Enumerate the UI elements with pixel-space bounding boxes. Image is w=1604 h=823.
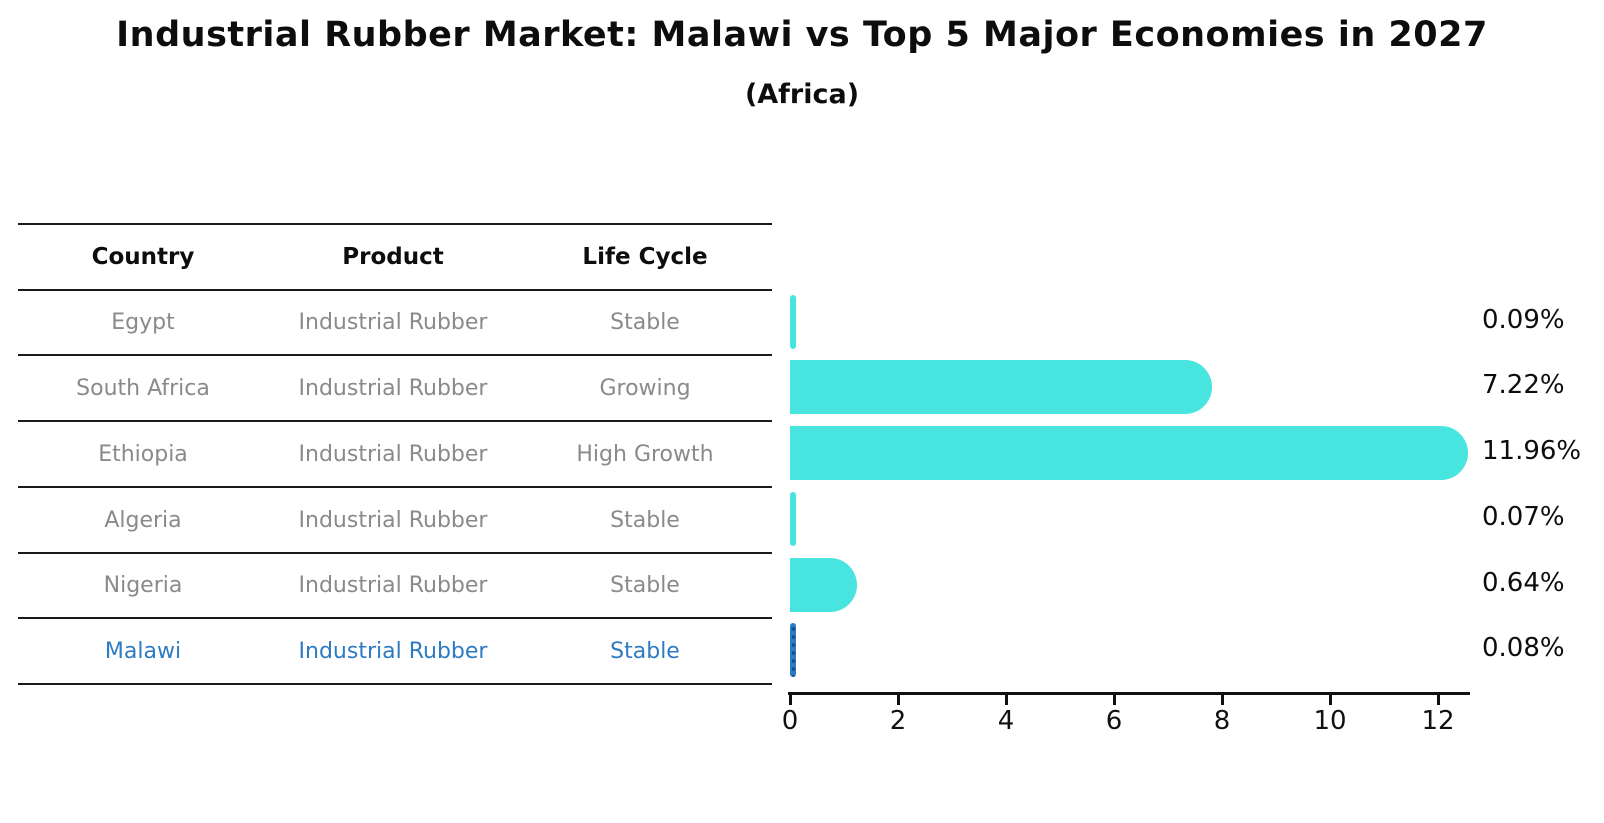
x-axis-line — [788, 692, 1470, 695]
x-tick-label: 2 — [889, 706, 907, 736]
x-tick-label: 6 — [1105, 706, 1123, 736]
bar-value-label-south-africa: 7.22% — [1482, 370, 1565, 400]
cell-lifecycle: High Growth — [576, 441, 714, 467]
x-tick — [1220, 695, 1224, 705]
bar-value-label-egypt: 0.09% — [1482, 304, 1565, 335]
x-tick-label: 4 — [997, 706, 1015, 736]
bar-value-label-algeria: 0.07% — [1482, 502, 1565, 532]
x-tick — [788, 695, 792, 705]
cell-country: Algeria — [104, 507, 182, 533]
x-tick-label: 0 — [781, 706, 799, 736]
bar-ethiopia — [790, 426, 1468, 480]
table-header-country: Country — [91, 244, 195, 270]
cell-country: Nigeria — [103, 573, 183, 598]
table-bottom-line — [18, 683, 772, 685]
cell-product: Industrial Rubber — [298, 375, 488, 401]
table-row-south-africa: South Africa Industrial Rubber Growing — [18, 354, 772, 420]
cell-country: Malawi — [104, 638, 182, 664]
cell-country: South Africa — [76, 375, 210, 401]
x-tick — [1436, 695, 1440, 705]
x-tick — [1328, 695, 1332, 705]
bar-malawi — [790, 623, 796, 677]
table-header-row: Country Product Life Cycle — [18, 223, 772, 289]
cell-product: Industrial Rubber — [298, 441, 488, 467]
bar-south-africa — [790, 360, 1212, 414]
cell-country: Egypt — [111, 310, 175, 335]
table-header-lifecycle: Life Cycle — [582, 244, 708, 270]
cell-product: Industrial Rubber — [298, 310, 488, 335]
cell-lifecycle: Stable — [610, 310, 680, 335]
bar-value-label-nigeria: 0.64% — [1482, 567, 1565, 598]
x-tick — [1112, 695, 1116, 705]
cell-product: Industrial Rubber — [298, 507, 488, 533]
table-row-egypt: Egypt Industrial Rubber Stable — [18, 289, 772, 354]
chart-title: Industrial Rubber Market: Malawi vs Top … — [116, 15, 1488, 55]
bar-value-label-ethiopia: 11.96% — [1482, 436, 1582, 466]
table-header-product: Product — [342, 244, 444, 270]
bar-nigeria — [790, 557, 857, 612]
cell-product: Industrial Rubber — [298, 573, 488, 598]
table-row-algeria: Algeria Industrial Rubber Stable — [18, 486, 772, 552]
table-row-ethiopia: Ethiopia Industrial Rubber High Growth — [18, 420, 772, 486]
bar-value-label-malawi: 0.08% — [1482, 633, 1565, 663]
bar-egypt — [790, 294, 796, 349]
cell-lifecycle: Stable — [610, 573, 680, 598]
cell-lifecycle: Stable — [610, 638, 680, 664]
cell-lifecycle: Growing — [599, 375, 691, 401]
table-row-nigeria: Nigeria Industrial Rubber Stable — [18, 552, 772, 617]
x-tick-label: 8 — [1213, 706, 1231, 736]
x-tick-label: 12 — [1421, 706, 1455, 736]
table-row-malawi: Malawi Industrial Rubber Stable — [18, 617, 772, 683]
x-tick — [896, 695, 900, 705]
cell-lifecycle: Stable — [610, 507, 680, 533]
x-tick-label: 10 — [1313, 706, 1347, 736]
cell-product: Industrial Rubber — [298, 638, 488, 664]
x-tick — [1004, 695, 1008, 705]
cell-country: Ethiopia — [98, 441, 188, 467]
chart-subtitle: (Africa) — [744, 79, 860, 110]
bar-algeria — [790, 492, 796, 546]
